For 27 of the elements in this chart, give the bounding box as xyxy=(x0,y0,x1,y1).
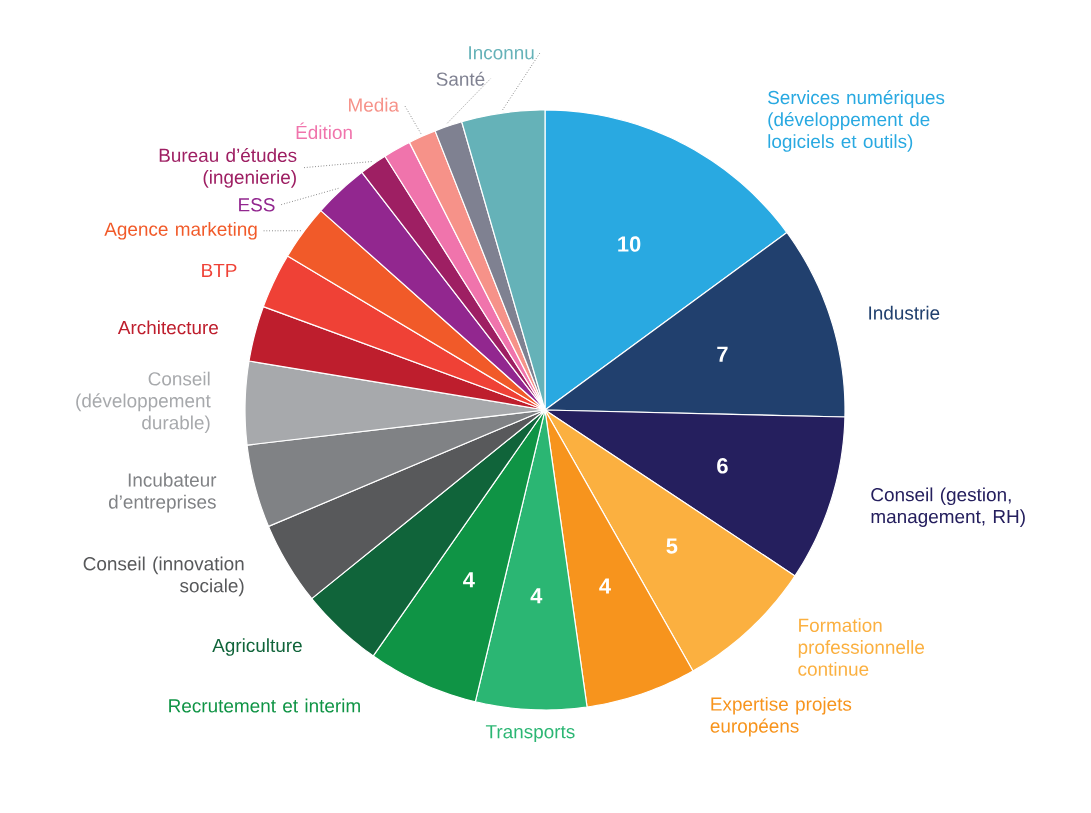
slice-label: Inconnu xyxy=(469,46,534,60)
slice-label: Conseil (développement durable) xyxy=(76,371,211,434)
slice-label: Agence marketing xyxy=(104,221,257,240)
slice-label: ESS xyxy=(239,198,275,212)
slice-label: Conseil (innovation sociale) xyxy=(83,556,244,597)
slice-label: Édition xyxy=(296,122,352,140)
slice-label: Santé xyxy=(436,71,485,86)
slice-label: BTP xyxy=(202,263,237,277)
slice-label: Transports xyxy=(485,725,575,743)
data-label: 4 xyxy=(463,572,475,588)
data-label: 10 xyxy=(618,236,641,252)
slice-label: Conseil (gestion, management, RH) xyxy=(871,487,1025,527)
slice-label: Architecture xyxy=(117,320,218,335)
slice-label: Media xyxy=(349,97,400,112)
slice-label: Formation professionnelle continue xyxy=(798,618,925,676)
slice-label: Agriculture xyxy=(212,638,302,656)
slice-label: Bureau d’études (ingenierie) xyxy=(159,147,297,188)
data-label: 6 xyxy=(717,458,728,474)
data-label: 7 xyxy=(717,346,728,362)
slice-label: Incubateur d’entreprises xyxy=(108,472,217,513)
data-label: 5 xyxy=(666,538,678,554)
data-label: 4 xyxy=(530,588,543,604)
slice-label: Industrie xyxy=(869,305,940,320)
slice-label: Expertise projets européens xyxy=(710,696,852,737)
data-label: 4 xyxy=(599,578,611,594)
slice-label: Recrutement et interim xyxy=(169,698,360,713)
slice-label: Services numériques (développement de logiciels et outils) xyxy=(768,90,945,152)
